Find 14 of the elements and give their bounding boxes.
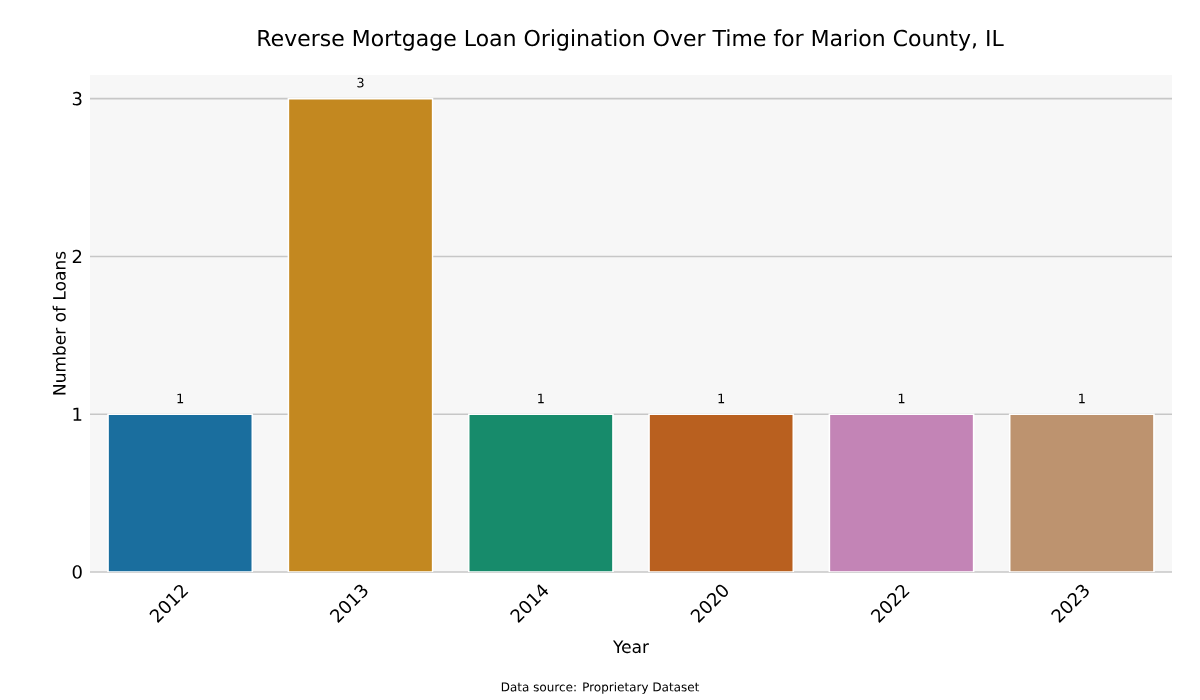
data-label: 1 [898,393,905,404]
data-label: 1 [718,393,725,404]
data-label: 1 [538,393,544,404]
data-label: 1 [177,393,184,404]
x-axis-title: Year [612,640,650,654]
y-tick-label: 2 [72,249,82,264]
y-axis-title: Number of Loans [52,251,66,395]
y-tick-label: 3 [72,91,82,106]
y-tick-label: 0 [72,565,82,579]
data-label: 1 [1079,393,1085,404]
y-tick-label: 1 [73,407,82,421]
data-label: 3 [357,77,364,88]
chart-title: Reverse Mortgage Loan Origination Over Time for Marion County, IL [258,29,1004,51]
source-note: Data source: Proprietary Dataset [501,682,700,694]
